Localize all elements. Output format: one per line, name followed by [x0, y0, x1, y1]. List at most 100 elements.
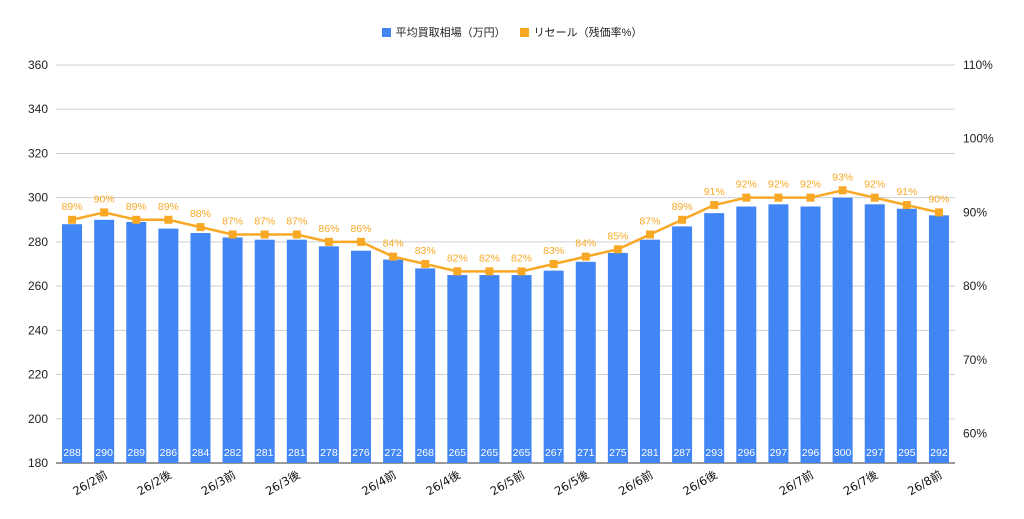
y-left-tick-label: 180	[28, 456, 48, 470]
bar	[607, 252, 628, 463]
line-value-label: 84%	[383, 238, 404, 250]
line-value-label: 90%	[928, 193, 949, 205]
line-point	[389, 252, 398, 261]
bar-value-label: 296	[802, 447, 820, 459]
x-tick-label: 26/5後	[552, 467, 592, 498]
x-tick-label: 26/7前	[777, 467, 816, 498]
bar-value-labels: 288 290 289 286 284 282 281 281 278 276 272 268 265 2…	[63, 447, 948, 459]
y-axis-right: 60% 70% 80% 90% 100% 110%	[963, 58, 994, 441]
line-value-label: 92%	[864, 179, 885, 191]
bar-value-label: 282	[224, 447, 242, 459]
bar-value-label: 292	[930, 447, 948, 459]
x-tick-label: 26/4前	[359, 467, 398, 498]
bar-value-label: 284	[192, 447, 210, 459]
x-tick-label: 26/3後	[263, 467, 303, 498]
y-left-tick-label: 340	[28, 102, 48, 116]
line-value-label: 92%	[800, 179, 821, 191]
bar	[672, 226, 693, 463]
y-left-tick-label: 220	[28, 368, 48, 382]
y-right-tick-label: 80%	[963, 279, 987, 293]
bar	[158, 228, 179, 463]
line-point	[710, 201, 719, 210]
line-value-label: 91%	[704, 186, 725, 198]
line-point	[678, 215, 687, 224]
line-point	[581, 252, 590, 261]
bar	[864, 204, 885, 464]
bar	[383, 259, 404, 463]
bar	[126, 221, 147, 463]
x-tick-label: 26/2後	[135, 467, 175, 498]
legend-label-line: リセール（残価率%）	[533, 27, 643, 39]
y-left-tick-label: 240	[28, 323, 48, 337]
line-point	[324, 237, 333, 246]
bar	[351, 250, 372, 463]
bar-value-label: 265	[481, 447, 499, 459]
line-point	[132, 215, 141, 224]
y-axis-left: 180 200 220 240 260 280 300 320 340 360	[28, 58, 48, 470]
bar-value-label: 296	[738, 447, 756, 459]
bar	[94, 219, 115, 463]
line-series	[68, 186, 943, 276]
line-value-labels: 89% 90% 89% 89% 88% 87% 87% 87% 86% 86% 84% 83% 82% 8…	[62, 171, 950, 264]
bar	[543, 270, 564, 463]
y-right-tick-label: 100%	[963, 132, 994, 146]
line-value-label: 87%	[286, 216, 307, 228]
bar-value-label: 265	[449, 447, 467, 459]
y-left-tick-label: 360	[28, 58, 48, 72]
bar	[415, 268, 436, 463]
bar-value-label: 278	[320, 447, 338, 459]
y-right-tick-label: 90%	[963, 205, 987, 219]
line-point	[100, 208, 109, 217]
x-tick-label: 26/5前	[488, 467, 527, 498]
bar-value-label: 265	[513, 447, 531, 459]
line-point	[485, 267, 494, 276]
line-point	[902, 201, 911, 210]
line-value-label: 83%	[543, 245, 564, 257]
bar-value-label: 287	[673, 447, 691, 459]
line-value-label: 89%	[672, 201, 693, 213]
line-value-label: 92%	[736, 179, 757, 191]
line-value-label: 90%	[94, 193, 115, 205]
legend-swatch-line	[519, 27, 529, 37]
bar-value-label: 286	[160, 447, 178, 459]
chart-legend: 平均買取相場（万円） リセール（残価率%）	[0, 24, 1024, 40]
x-tick-label: 26/6前	[616, 467, 655, 498]
line-value-label: 82%	[447, 252, 468, 264]
line-value-label: 93%	[832, 171, 853, 183]
bar	[447, 275, 468, 463]
line-value-label: 82%	[479, 252, 500, 264]
line-point	[292, 230, 301, 239]
line-point	[517, 267, 526, 276]
bar-value-label: 288	[63, 447, 81, 459]
bar	[800, 206, 821, 463]
y-left-tick-label: 260	[28, 279, 48, 293]
bar	[511, 275, 532, 463]
line-value-label: 87%	[222, 216, 243, 228]
line-value-label: 91%	[896, 186, 917, 198]
line-point	[742, 193, 751, 202]
line-point	[196, 223, 205, 232]
bar-value-label: 300	[834, 447, 852, 459]
line-point	[357, 237, 366, 246]
line-value-label: 83%	[415, 245, 436, 257]
bar-value-label: 289	[128, 447, 146, 459]
bar	[479, 275, 500, 463]
legend-label-bar: 平均買取相場（万円）	[395, 27, 506, 39]
line-point	[613, 245, 622, 254]
line-value-label: 85%	[607, 230, 628, 242]
bar	[318, 246, 339, 463]
y-right-tick-label: 70%	[963, 353, 987, 367]
x-tick-label: 26/3前	[199, 467, 238, 498]
bar-value-label: 276	[352, 447, 370, 459]
bar-value-label: 281	[641, 447, 659, 459]
x-tick-label: 26/8前	[905, 467, 944, 498]
line-point	[260, 230, 269, 239]
y-left-tick-label: 300	[28, 191, 48, 205]
y-right-tick-label: 60%	[963, 427, 987, 441]
bar-value-label: 267	[545, 447, 563, 459]
bar	[768, 204, 789, 464]
legend-item-bar: 平均買取相場（万円）	[381, 24, 506, 40]
bar-value-label: 297	[770, 447, 788, 459]
bar-value-label: 297	[866, 447, 884, 459]
